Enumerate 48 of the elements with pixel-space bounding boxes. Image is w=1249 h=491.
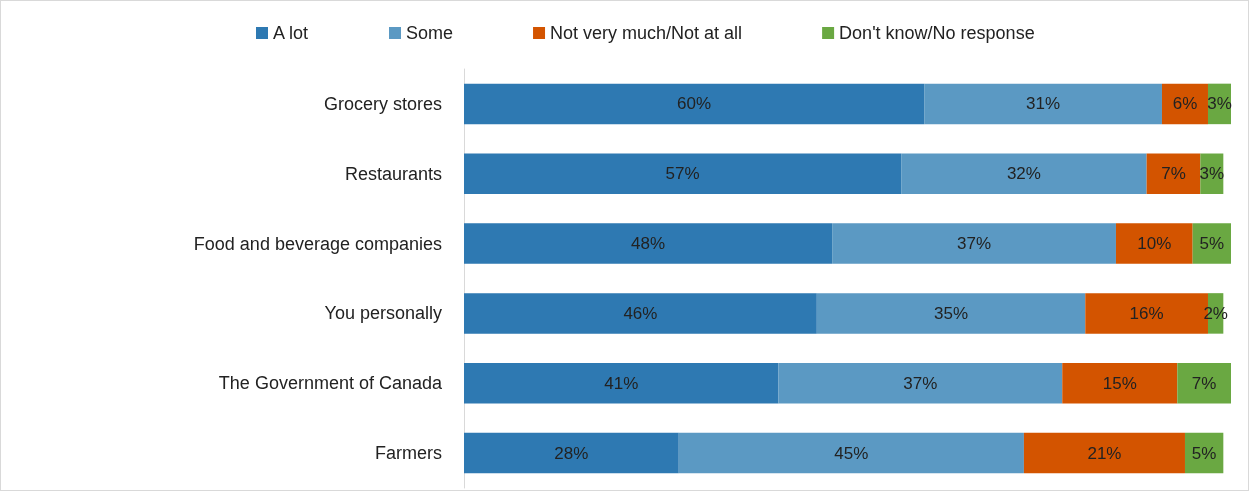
data-label: 37% xyxy=(903,373,938,393)
data-label: 7% xyxy=(1191,373,1217,393)
bar xyxy=(778,363,1063,404)
bar xyxy=(816,293,1086,334)
bar xyxy=(678,432,1024,474)
data-label: 10% xyxy=(1137,234,1172,254)
bar xyxy=(1062,363,1178,404)
y-tick-label: The Government of Canada xyxy=(218,373,443,394)
data-label: 45% xyxy=(834,443,869,463)
bar xyxy=(464,223,833,264)
data-label: 6% xyxy=(1172,94,1198,114)
bar xyxy=(1146,153,1201,194)
bar xyxy=(1177,363,1231,404)
y-tick-label: Farmers xyxy=(375,443,442,464)
data-label: 5% xyxy=(1191,443,1217,463)
bar xyxy=(464,83,925,125)
data-label: 37% xyxy=(957,234,992,254)
data-label: 32% xyxy=(1006,164,1041,184)
y-tick-label: Food and beverage companies xyxy=(193,233,442,254)
data-label: 28% xyxy=(554,443,589,463)
bar xyxy=(464,153,902,194)
bar xyxy=(901,153,1147,194)
bar xyxy=(924,83,1162,125)
data-label: 60% xyxy=(677,94,712,114)
data-label: 5% xyxy=(1199,234,1225,254)
data-label: 57% xyxy=(665,164,700,184)
y-tick-label: Grocery stores xyxy=(323,93,442,114)
data-label: 31% xyxy=(1026,94,1061,114)
data-label: 48% xyxy=(631,234,666,254)
legend-label: Not very much/Not at all xyxy=(550,23,743,43)
bar xyxy=(464,363,779,404)
bar xyxy=(464,293,817,334)
data-label: 15% xyxy=(1102,373,1137,393)
legend-label: Don't know/No response xyxy=(839,23,1035,43)
data-label: 41% xyxy=(604,373,639,393)
data-label: 46% xyxy=(623,303,658,323)
legend-label: A lot xyxy=(273,23,309,43)
y-tick-label: You personally xyxy=(324,303,442,324)
data-label: 7% xyxy=(1161,164,1186,184)
data-label: 16% xyxy=(1129,303,1164,323)
bar xyxy=(832,223,1116,264)
data-label: 35% xyxy=(934,303,969,323)
bar xyxy=(1115,223,1193,264)
bar xyxy=(464,432,679,474)
legend-label: Some xyxy=(406,23,454,43)
bar xyxy=(1023,432,1185,474)
y-tick-label: Restaurants xyxy=(344,163,442,184)
data-label: 21% xyxy=(1087,443,1122,463)
